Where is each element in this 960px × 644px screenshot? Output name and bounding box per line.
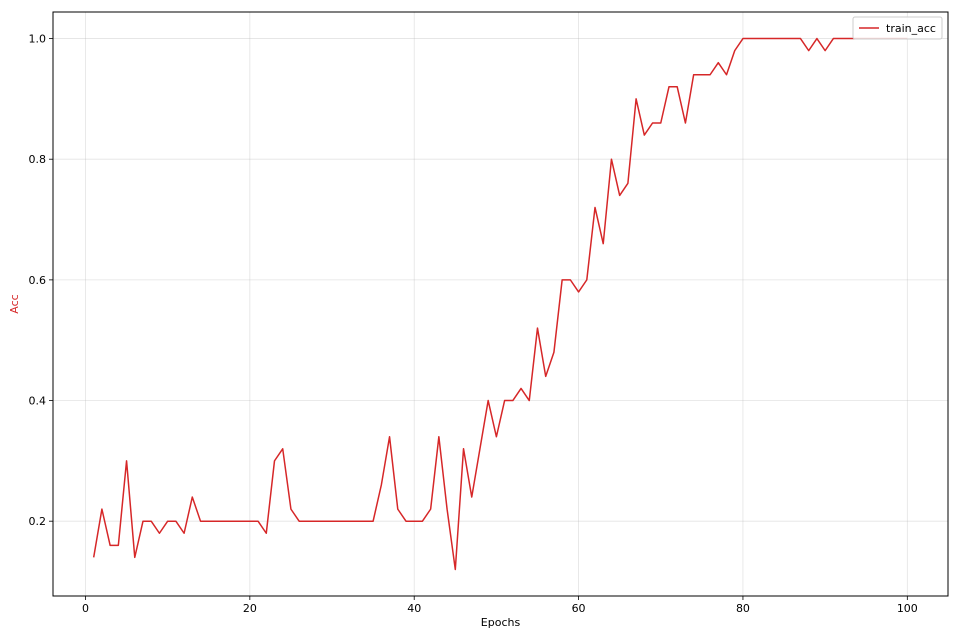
x-tick-label: 20 xyxy=(243,602,257,615)
x-tick-label: 40 xyxy=(407,602,421,615)
legend: train_acc xyxy=(852,16,943,40)
series-line-train-acc xyxy=(92,37,908,571)
x-tick-label: 60 xyxy=(572,602,586,615)
y-axis: 0.2 0.4 0.6 0.8 1.0 xyxy=(29,33,53,528)
y-axis-label: Acc xyxy=(8,294,21,313)
legend-box xyxy=(852,16,943,40)
plot-frame xyxy=(52,11,949,597)
series-layer xyxy=(92,37,908,571)
x-tick-label: 80 xyxy=(736,602,750,615)
x-tick-label: 0 xyxy=(82,602,89,615)
y-tick-label: 0.4 xyxy=(29,395,47,408)
y-tick-label: 0.8 xyxy=(29,153,47,166)
x-axis: 0 20 40 60 80 100 xyxy=(82,596,918,615)
y-tick-label: 0.2 xyxy=(29,515,47,528)
grid xyxy=(53,12,948,596)
x-tick-label: 100 xyxy=(897,602,918,615)
x-axis-label: Epochs xyxy=(481,616,521,629)
y-tick-label: 0.6 xyxy=(29,274,47,287)
y-tick-label: 1.0 xyxy=(29,33,47,46)
legend-label-train-acc: train_acc xyxy=(886,22,936,35)
